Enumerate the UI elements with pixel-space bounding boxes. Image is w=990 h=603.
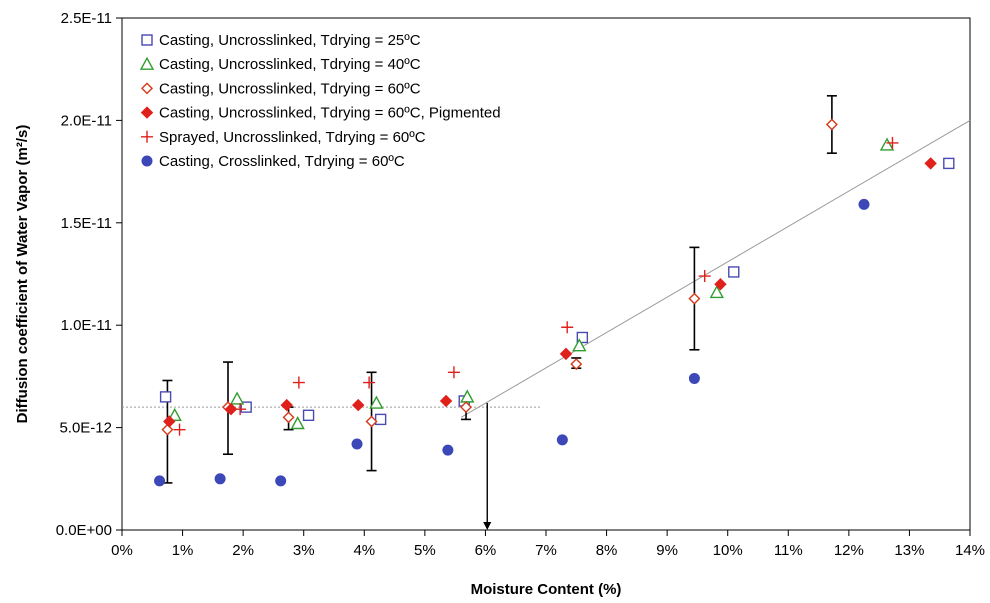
data-point-series-6 xyxy=(556,434,568,446)
x-tick-label: 14% xyxy=(955,542,985,559)
data-point-series-1 xyxy=(576,331,589,344)
data-point-series-1 xyxy=(374,413,387,426)
legend-marker-2 xyxy=(139,56,155,70)
data-point-series-3 xyxy=(688,292,701,305)
data-point-series-3 xyxy=(161,423,174,436)
moisture-threshold-arrow xyxy=(483,403,492,530)
data-point-series-2 xyxy=(369,395,384,409)
legend-label-6: Casting, Crosslinked, Tdrying = 60ºC xyxy=(159,153,405,170)
legend-label-1: Casting, Uncrosslinked, Tdrying = 25ºC xyxy=(159,32,421,49)
data-points xyxy=(154,118,955,487)
data-point-series-6 xyxy=(688,372,700,384)
y-tick-label: 5.0E-12 xyxy=(59,420,112,437)
y-tick-label: 1.5E-11 xyxy=(61,215,112,232)
data-point-series-1 xyxy=(943,157,955,170)
legend-marker-6 xyxy=(141,155,153,167)
data-point-series-3 xyxy=(365,415,378,428)
data-point-series-5 xyxy=(234,403,247,416)
data-point-series-5 xyxy=(561,321,574,334)
data-point-series-5 xyxy=(447,366,460,379)
x-tick-label: 5% xyxy=(414,542,436,559)
data-point-series-1 xyxy=(728,266,740,278)
x-tick-label: 3% xyxy=(293,542,315,559)
data-point-series-2 xyxy=(709,284,724,299)
legend-marker-4 xyxy=(140,106,154,119)
legend-marker-5 xyxy=(141,130,153,143)
data-point-series-3 xyxy=(460,401,473,414)
data-point-series-1 xyxy=(240,401,252,413)
data-point-series-5 xyxy=(363,376,376,389)
x-axis-title: Moisture Content (%) xyxy=(471,581,622,598)
data-point-series-6 xyxy=(275,475,287,487)
arrow-head xyxy=(483,522,492,530)
y-tick-label: 0.0E+00 xyxy=(56,522,112,539)
y-tick-label: 2.0E-11 xyxy=(61,112,112,129)
data-point-series-5 xyxy=(886,136,899,149)
trend-line xyxy=(460,119,971,418)
data-point-series-2 xyxy=(229,391,245,405)
legend-marker-3 xyxy=(141,82,153,95)
legend-label-3: Casting, Uncrosslinked, Tdrying = 60ºC xyxy=(159,80,421,97)
data-point-series-4 xyxy=(352,398,365,412)
x-tick-label: 4% xyxy=(353,542,375,559)
data-point-series-2 xyxy=(290,416,305,430)
x-tick-label: 6% xyxy=(475,542,497,559)
data-point-series-4 xyxy=(714,278,727,291)
data-point-series-3 xyxy=(282,411,295,424)
data-point-series-5 xyxy=(292,376,305,389)
axes: 0% 1% 2% 3% 4% 5% 6% 7% 8% 9% 10% 11% 12% 13% 14% 0.0E+… xyxy=(56,10,985,559)
data-point-series-4 xyxy=(163,415,176,428)
data-point-series-4 xyxy=(280,398,293,412)
data-point-series-4 xyxy=(439,394,453,408)
data-point-series-1 xyxy=(302,409,315,422)
x-tick-label: 7% xyxy=(535,542,557,559)
x-tick-label: 1% xyxy=(172,542,194,559)
x-tick-label: 13% xyxy=(894,542,924,559)
x-tick-label: 12% xyxy=(834,542,864,559)
data-point-series-6 xyxy=(154,475,166,487)
legend-marker-1 xyxy=(141,34,153,46)
legend: Casting, Uncrosslinked, Tdrying = 25ºC Ca… xyxy=(139,32,501,170)
data-point-series-4 xyxy=(559,347,573,361)
x-tick-label: 10% xyxy=(713,542,743,559)
data-point-series-5 xyxy=(698,270,711,283)
x-tick-label: 8% xyxy=(596,542,618,559)
data-point-series-1 xyxy=(159,391,172,403)
legend-label-5: Sprayed, Uncrosslinked, Tdrying = 60ºC xyxy=(159,129,426,146)
data-point-series-6 xyxy=(351,438,363,450)
y-axis-title: Diffusion coefficient of Water Vapor (m²… xyxy=(14,125,31,424)
data-point-series-6 xyxy=(442,444,454,456)
legend-label-4: Casting, Uncrosslinked, Tdrying = 60ºC, … xyxy=(159,105,501,122)
legend-label-2: Casting, Uncrosslinked, Tdrying = 40ºC xyxy=(159,56,421,73)
data-point-series-4 xyxy=(924,157,937,170)
data-point-series-2 xyxy=(460,389,475,403)
x-tick-label: 11% xyxy=(774,542,803,559)
y-tick-label: 1.0E-11 xyxy=(61,317,112,334)
x-tick-label: 2% xyxy=(232,542,254,559)
data-point-series-2 xyxy=(572,338,587,352)
data-point-series-3 xyxy=(570,358,583,371)
data-point-series-6 xyxy=(858,198,870,210)
data-point-series-4 xyxy=(224,402,238,416)
y-tick-label: 2.5E-11 xyxy=(61,10,112,27)
plot-area xyxy=(121,17,971,531)
x-tick-label: 9% xyxy=(656,542,678,559)
x-tick-label: 0% xyxy=(111,542,133,559)
data-point-series-6 xyxy=(214,473,226,485)
data-point-series-3 xyxy=(825,118,838,131)
data-point-series-2 xyxy=(167,407,182,422)
data-point-series-2 xyxy=(879,137,895,151)
data-point-series-5 xyxy=(173,423,186,436)
